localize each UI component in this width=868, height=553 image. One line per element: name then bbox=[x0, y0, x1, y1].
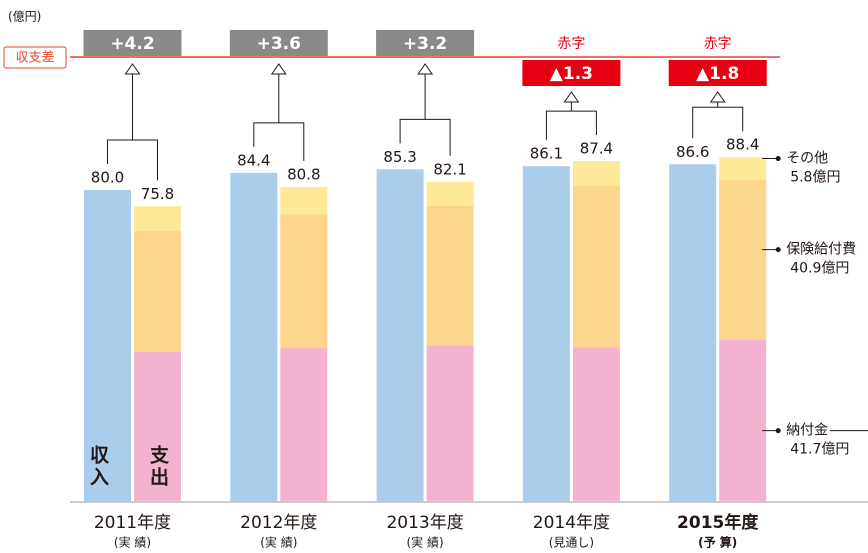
x-tick-sublabel: (実 績) bbox=[407, 535, 444, 550]
balance-value: ▲1.3 bbox=[550, 64, 593, 84]
bracket bbox=[108, 74, 158, 180]
x-tick-sublabel: (実 績) bbox=[260, 535, 297, 550]
x-tick-sublabel: (予 算) bbox=[698, 535, 737, 550]
total-label: 82.1 bbox=[433, 160, 466, 178]
bracket bbox=[254, 74, 304, 161]
balance-value: +3.2 bbox=[403, 34, 447, 54]
value-label: 86.6 bbox=[676, 143, 709, 161]
total-label: 80.8 bbox=[287, 165, 320, 183]
deficit-note: 赤字 bbox=[557, 36, 585, 52]
bar bbox=[377, 169, 424, 502]
balance-value: +3.6 bbox=[257, 34, 301, 54]
bar-segment bbox=[134, 206, 181, 231]
balance-value: ▲1.8 bbox=[696, 64, 739, 84]
bar-segment bbox=[719, 180, 766, 340]
bar-segment bbox=[280, 348, 327, 502]
legend-label: 納付金 bbox=[786, 423, 828, 439]
bracket-arrow bbox=[564, 92, 578, 102]
total-label: 75.8 bbox=[141, 185, 174, 203]
bar bbox=[230, 173, 277, 502]
value-label: 86.1 bbox=[530, 145, 563, 163]
legend-dot bbox=[776, 428, 781, 433]
total-label: 88.4 bbox=[726, 136, 759, 154]
x-tick-label: 2014年度 bbox=[533, 513, 610, 533]
bracket-arrow bbox=[272, 64, 286, 74]
bracket bbox=[546, 102, 596, 140]
bracket bbox=[693, 102, 743, 138]
x-tick-label: 2011年度 bbox=[94, 513, 171, 533]
bracket bbox=[400, 74, 450, 156]
x-tick-sublabel: (実 績) bbox=[114, 535, 151, 550]
balance-value: +4.2 bbox=[110, 34, 154, 54]
bar-segment bbox=[573, 347, 620, 502]
legend-amount: 40.9億円 bbox=[790, 261, 849, 277]
bar-segment bbox=[280, 215, 327, 348]
bracket-arrow bbox=[126, 64, 140, 74]
bar-segment bbox=[573, 185, 620, 347]
legend-label: 保険給付費 bbox=[786, 242, 856, 258]
x-tick-label: 2013年度 bbox=[386, 513, 463, 533]
bar bbox=[669, 164, 716, 502]
deficit-note: 赤字 bbox=[704, 36, 732, 52]
legend-dot bbox=[776, 156, 781, 161]
bar-segment bbox=[134, 231, 181, 352]
bracket-arrow bbox=[711, 92, 725, 102]
bar-segment bbox=[427, 206, 474, 346]
total-label: 87.4 bbox=[580, 140, 613, 158]
legend-amount: 41.7億円 bbox=[790, 442, 849, 458]
bar bbox=[523, 166, 570, 502]
stack-label-char: 支 bbox=[149, 445, 170, 467]
unit-label: (億円) bbox=[8, 10, 41, 24]
legend-amount: 5.8億円 bbox=[790, 170, 840, 186]
bar-segment bbox=[280, 187, 327, 215]
chart: (億円) 収支差 80.0 75.8 +4.2 2011年度 (実 績) 収入 支出 84.4… bbox=[0, 0, 868, 553]
x-tick-sublabel: (見通し) bbox=[549, 536, 594, 550]
bar-segment bbox=[573, 161, 620, 185]
legend-label: その他 bbox=[786, 151, 828, 167]
value-label: 85.3 bbox=[383, 148, 416, 166]
balance-label: 収支差 bbox=[15, 51, 54, 66]
legend-dot bbox=[776, 247, 781, 252]
bar-segment bbox=[719, 157, 766, 180]
series-label-char: 入 bbox=[90, 467, 109, 489]
bar-segment bbox=[427, 182, 474, 206]
value-label: 80.0 bbox=[91, 169, 124, 187]
stack-label-char: 出 bbox=[150, 466, 169, 489]
bracket-arrow bbox=[418, 64, 432, 74]
x-tick-label: 2015年度 bbox=[677, 512, 759, 533]
value-label: 84.4 bbox=[237, 151, 270, 169]
x-tick-label: 2012年度 bbox=[240, 513, 317, 533]
bar-segment bbox=[427, 346, 474, 502]
bar-segment bbox=[719, 339, 766, 502]
series-label-char: 収 bbox=[90, 445, 110, 467]
